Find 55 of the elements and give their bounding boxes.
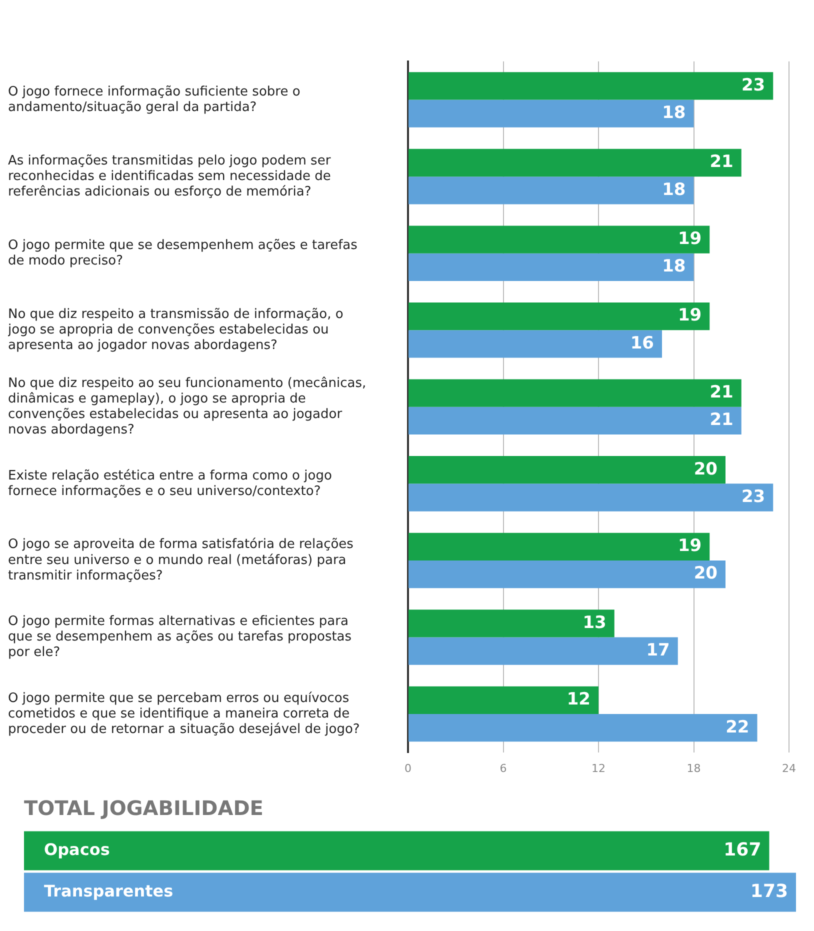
bar — [408, 714, 758, 742]
data-label: 16 — [630, 333, 654, 354]
y-tick-label: O jogo fornece informação suficiente sobre o andamento/situação geral da partida? — [8, 84, 300, 115]
data-label: 18 — [662, 180, 686, 200]
bar — [408, 379, 742, 407]
data-label: 21 — [710, 152, 734, 172]
y-tick-label: O jogo permite que se desempenhem ações e tarefas de modo preciso? — [8, 238, 358, 269]
bar — [408, 532, 710, 560]
data-label: 21 — [710, 382, 734, 402]
y-tick-label: As informações transmitidas pelo jogo podem ser reconhecidas e identificadas sem necessidade de referências adicionais ou esforço de memória? — [8, 153, 332, 200]
x-tick-label: 6 — [500, 762, 507, 775]
bar — [408, 610, 614, 638]
y-tick-label: No que diz respeito ao seu funcionamento (mecânicas, dinâmicas e gameplay), o jogo se apropria de convenções estabelecidas ou apresenta ao jogador novas abordagens? — [8, 376, 366, 438]
bar — [408, 72, 774, 100]
data-label: 23 — [741, 75, 766, 96]
y-tick-label: O jogo permite formas alternativas e eficientes para que se desempenhem as ações ou tarefas propostas por ele? — [8, 614, 352, 660]
bar — [408, 456, 726, 484]
bar — [408, 484, 774, 512]
data-label: 167 — [724, 839, 762, 860]
x-tick-label: 12 — [592, 762, 606, 775]
bar — [408, 253, 694, 281]
bar — [408, 637, 678, 665]
bar — [408, 406, 742, 435]
bar — [408, 302, 710, 330]
bar — [408, 176, 694, 204]
data-label: 20 — [694, 459, 718, 480]
data-label: 22 — [726, 717, 750, 738]
data-label: 20 — [694, 564, 718, 584]
data-label: 19 — [678, 306, 702, 326]
x-tick-label: 0 — [404, 762, 412, 775]
x-tick-label: 18 — [686, 762, 701, 775]
data-label: 173 — [750, 880, 788, 902]
data-label: 21 — [710, 410, 734, 430]
data-label: 13 — [582, 612, 606, 633]
bar — [408, 100, 694, 128]
y-tick-label: O jogo se aproveita de forma satisfatória de relações entre seu universo e o mundo real (metáforas) para transmitir informações? — [8, 537, 354, 584]
category-label: Opacos — [44, 840, 110, 859]
data-label: 17 — [646, 640, 670, 660]
data-label: 19 — [678, 536, 702, 556]
chart-title: TOTAL JOGABILIDADE — [24, 796, 264, 820]
bar — [408, 226, 710, 254]
data-label: 18 — [662, 103, 686, 124]
x-tick-label: 24 — [782, 762, 796, 775]
y-tick-label: O jogo permite que se percebam erros ou equívocos cometidos e que se identifique a maneira correta de proceder ou de retornar a situação desejável de jogo? — [8, 690, 360, 737]
data-label: 19 — [678, 228, 702, 249]
data-label: 18 — [662, 256, 686, 277]
category-label: Transparentes — [44, 881, 174, 900]
y-tick-label: Existe relação estética entre a forma como o jogo fornece informações e o seu universo/contexto? — [8, 468, 332, 499]
y-tick-label: No que diz respeito a transmissão de informação, o jogo se apropria de convenções estabelecidas ou apresenta ao jogador novas abordagens? — [7, 306, 344, 354]
bar — [408, 330, 662, 358]
data-label: 12 — [566, 690, 590, 710]
data-label: 23 — [741, 486, 766, 507]
bar — [408, 686, 598, 714]
bar — [408, 148, 742, 177]
bar — [408, 560, 726, 588]
